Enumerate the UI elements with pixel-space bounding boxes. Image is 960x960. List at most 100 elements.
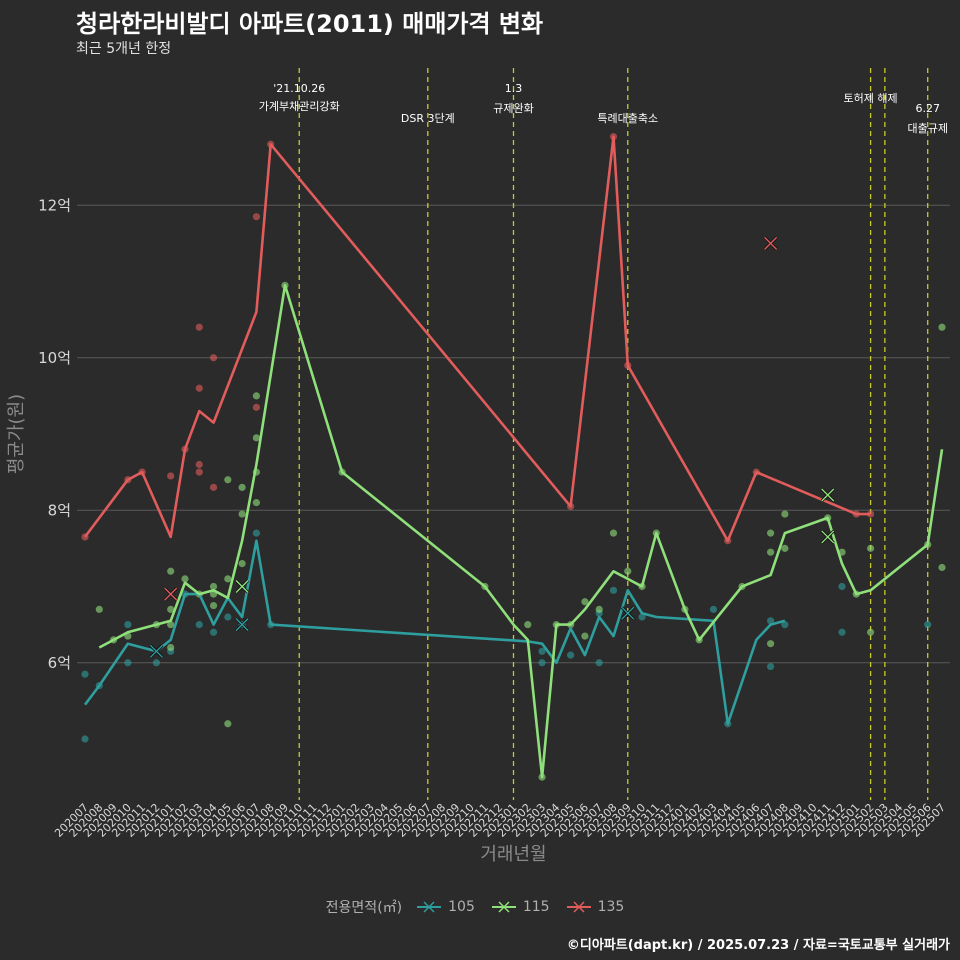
point-115 <box>866 628 875 636</box>
point-135 <box>195 468 203 476</box>
cross-marker-115 <box>235 580 249 593</box>
point-115 <box>224 476 232 484</box>
point-115 <box>167 567 175 575</box>
legend-key-115-icon <box>491 901 516 913</box>
point-115 <box>595 605 603 613</box>
point-115 <box>238 510 246 518</box>
point-105 <box>838 628 846 636</box>
point-115 <box>167 621 175 629</box>
point-135 <box>252 403 260 411</box>
point-115 <box>209 582 218 591</box>
point-135 <box>209 354 218 362</box>
point-105 <box>924 621 932 629</box>
point-135 <box>195 384 203 392</box>
cross-marker-135 <box>764 236 778 250</box>
point-105 <box>81 670 89 678</box>
point-105 <box>609 586 618 594</box>
point-105 <box>538 647 546 655</box>
point-105 <box>209 628 218 636</box>
point-105 <box>81 735 89 743</box>
point-105 <box>595 659 603 667</box>
point-115 <box>167 605 175 613</box>
point-115 <box>767 529 775 537</box>
y-tick-label: 6억 <box>48 654 71 672</box>
series-line-105 <box>83 539 786 726</box>
source-caption: ©디아파트(dapt.kr) / 2025.07.23 / 자료=국토교통부 실… <box>566 938 950 953</box>
series-line-135 <box>83 135 871 543</box>
point-115 <box>524 621 532 629</box>
legend-label-105: 105 <box>448 899 475 915</box>
point-115 <box>581 598 589 606</box>
chart-title: 청라한라비발디 아파트(2011) 매매가격 변화 <box>76 10 544 38</box>
legend-item-105: 105 <box>416 899 475 915</box>
point-105 <box>838 582 846 591</box>
cross-marker-105 <box>235 618 249 632</box>
cross-marker-115 <box>821 488 835 502</box>
annotation-label: '21.10.26 가계부채관리강화 <box>259 82 340 113</box>
cross-marker-105 <box>149 644 163 658</box>
annotation-label: 1.3 규제완화 <box>493 82 533 115</box>
point-115 <box>209 601 218 610</box>
point-105 <box>767 662 775 671</box>
legend: 전용면적(㎡) 105 115 135 <box>0 897 960 917</box>
point-115 <box>609 529 618 537</box>
series-line-115 <box>98 284 944 779</box>
legend-item-115: 115 <box>491 899 550 915</box>
annotation-label: DSR 3단계 <box>401 112 455 125</box>
point-135 <box>252 213 260 221</box>
point-105 <box>195 621 203 629</box>
point-115 <box>181 575 189 583</box>
y-axis-title: 평균가(원) <box>6 394 27 474</box>
point-115 <box>252 434 260 442</box>
point-105 <box>124 621 132 629</box>
point-115 <box>767 548 775 556</box>
annotation-label: 6.27 대출규제 <box>907 102 947 135</box>
point-135 <box>195 460 203 469</box>
point-115 <box>938 323 946 331</box>
x-axis-title: 거래년월 <box>480 844 546 865</box>
point-115 <box>767 640 775 648</box>
point-105 <box>567 651 575 659</box>
legend-label-135: 135 <box>597 899 625 915</box>
point-115 <box>224 720 232 728</box>
point-115 <box>581 632 589 640</box>
cross-marker-105 <box>621 606 635 620</box>
legend-item-135: 135 <box>566 899 625 915</box>
y-tick-label: 10억 <box>38 349 71 367</box>
point-115 <box>224 575 232 583</box>
point-105 <box>767 617 775 625</box>
point-105 <box>709 605 718 613</box>
point-115 <box>238 560 246 568</box>
annotation-label: 토허제 해제 <box>844 91 898 105</box>
point-105 <box>638 613 646 621</box>
point-115 <box>624 567 632 575</box>
point-115 <box>252 392 260 400</box>
point-115 <box>938 563 946 572</box>
point-105 <box>252 529 260 537</box>
legend-key-105-icon <box>417 901 442 913</box>
point-105 <box>124 659 132 667</box>
point-135 <box>167 472 175 480</box>
point-115 <box>781 510 789 518</box>
point-105 <box>224 613 232 621</box>
legend-key-135-icon <box>566 901 591 913</box>
point-115 <box>252 499 260 507</box>
cross-marker-115 <box>821 530 835 544</box>
point-115 <box>866 544 875 552</box>
cross-marker-135 <box>164 587 178 601</box>
y-tick-label: 8억 <box>48 501 71 519</box>
point-115 <box>167 643 175 652</box>
y-tick-label: 12억 <box>38 196 71 214</box>
legend-title: 전용면적(㎡) <box>325 900 403 916</box>
point-115 <box>238 483 246 491</box>
point-105 <box>152 659 161 667</box>
point-135 <box>209 483 218 491</box>
point-115 <box>95 605 103 613</box>
point-135 <box>195 323 203 331</box>
point-105 <box>538 659 546 667</box>
chart-subtitle: 최근 5개년 한정 <box>76 41 172 57</box>
point-105 <box>781 621 789 629</box>
legend-label-115: 115 <box>522 899 550 915</box>
